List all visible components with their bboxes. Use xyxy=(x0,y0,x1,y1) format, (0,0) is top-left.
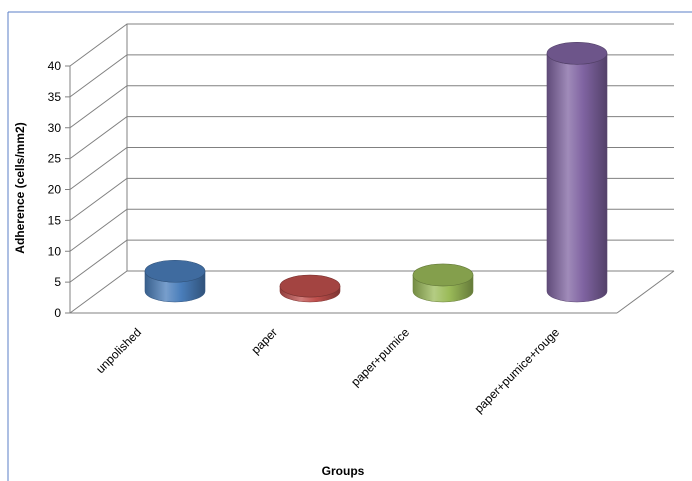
gridline xyxy=(69,54,674,98)
floor-right-edge xyxy=(616,270,675,314)
gridline xyxy=(69,208,674,252)
gridline xyxy=(69,177,674,221)
gridline xyxy=(69,23,674,67)
gridline xyxy=(69,85,674,129)
y-tick-label: 30 xyxy=(48,121,62,135)
y-axis-ticks: 0 5 10 15 20 25 30 35 40 xyxy=(48,59,70,320)
bar-paper-pumice-rouge xyxy=(546,41,608,303)
bar-body xyxy=(546,53,608,303)
gridline xyxy=(69,239,674,283)
bars xyxy=(144,41,608,303)
bar-paper xyxy=(279,274,341,303)
bar-top xyxy=(412,263,474,287)
x-axis-ticks: unpolished paper paper+pumice paper+pumice+… xyxy=(93,325,562,416)
y-tick-label: 10 xyxy=(48,244,62,258)
gridline xyxy=(69,147,674,190)
gridline xyxy=(69,116,674,160)
gridlines xyxy=(69,23,674,283)
x-tick-label: paper+pumice xyxy=(348,325,412,389)
bar-unpolished xyxy=(144,259,206,303)
x-tick-label: paper xyxy=(249,325,281,357)
bar-paper-pumice xyxy=(412,263,474,303)
y-tick-label: 40 xyxy=(48,59,62,73)
bar-top xyxy=(279,274,341,298)
x-tick-label: unpolished xyxy=(93,325,144,376)
y-tick-label: 15 xyxy=(48,213,62,227)
y-tick-label: 0 xyxy=(54,306,61,320)
y-tick-label: 35 xyxy=(48,90,62,104)
y-tick-label: 20 xyxy=(48,183,62,197)
x-axis-label: Groups xyxy=(322,464,365,478)
bar-top xyxy=(546,41,608,65)
y-axis-label: Adherence (cells/mm2) xyxy=(13,122,27,253)
y-tick-label: 25 xyxy=(48,152,62,166)
y-tick-label: 5 xyxy=(54,275,61,289)
x-tick-label: paper+pumice+rouge xyxy=(472,325,563,416)
bar-top xyxy=(144,259,206,283)
